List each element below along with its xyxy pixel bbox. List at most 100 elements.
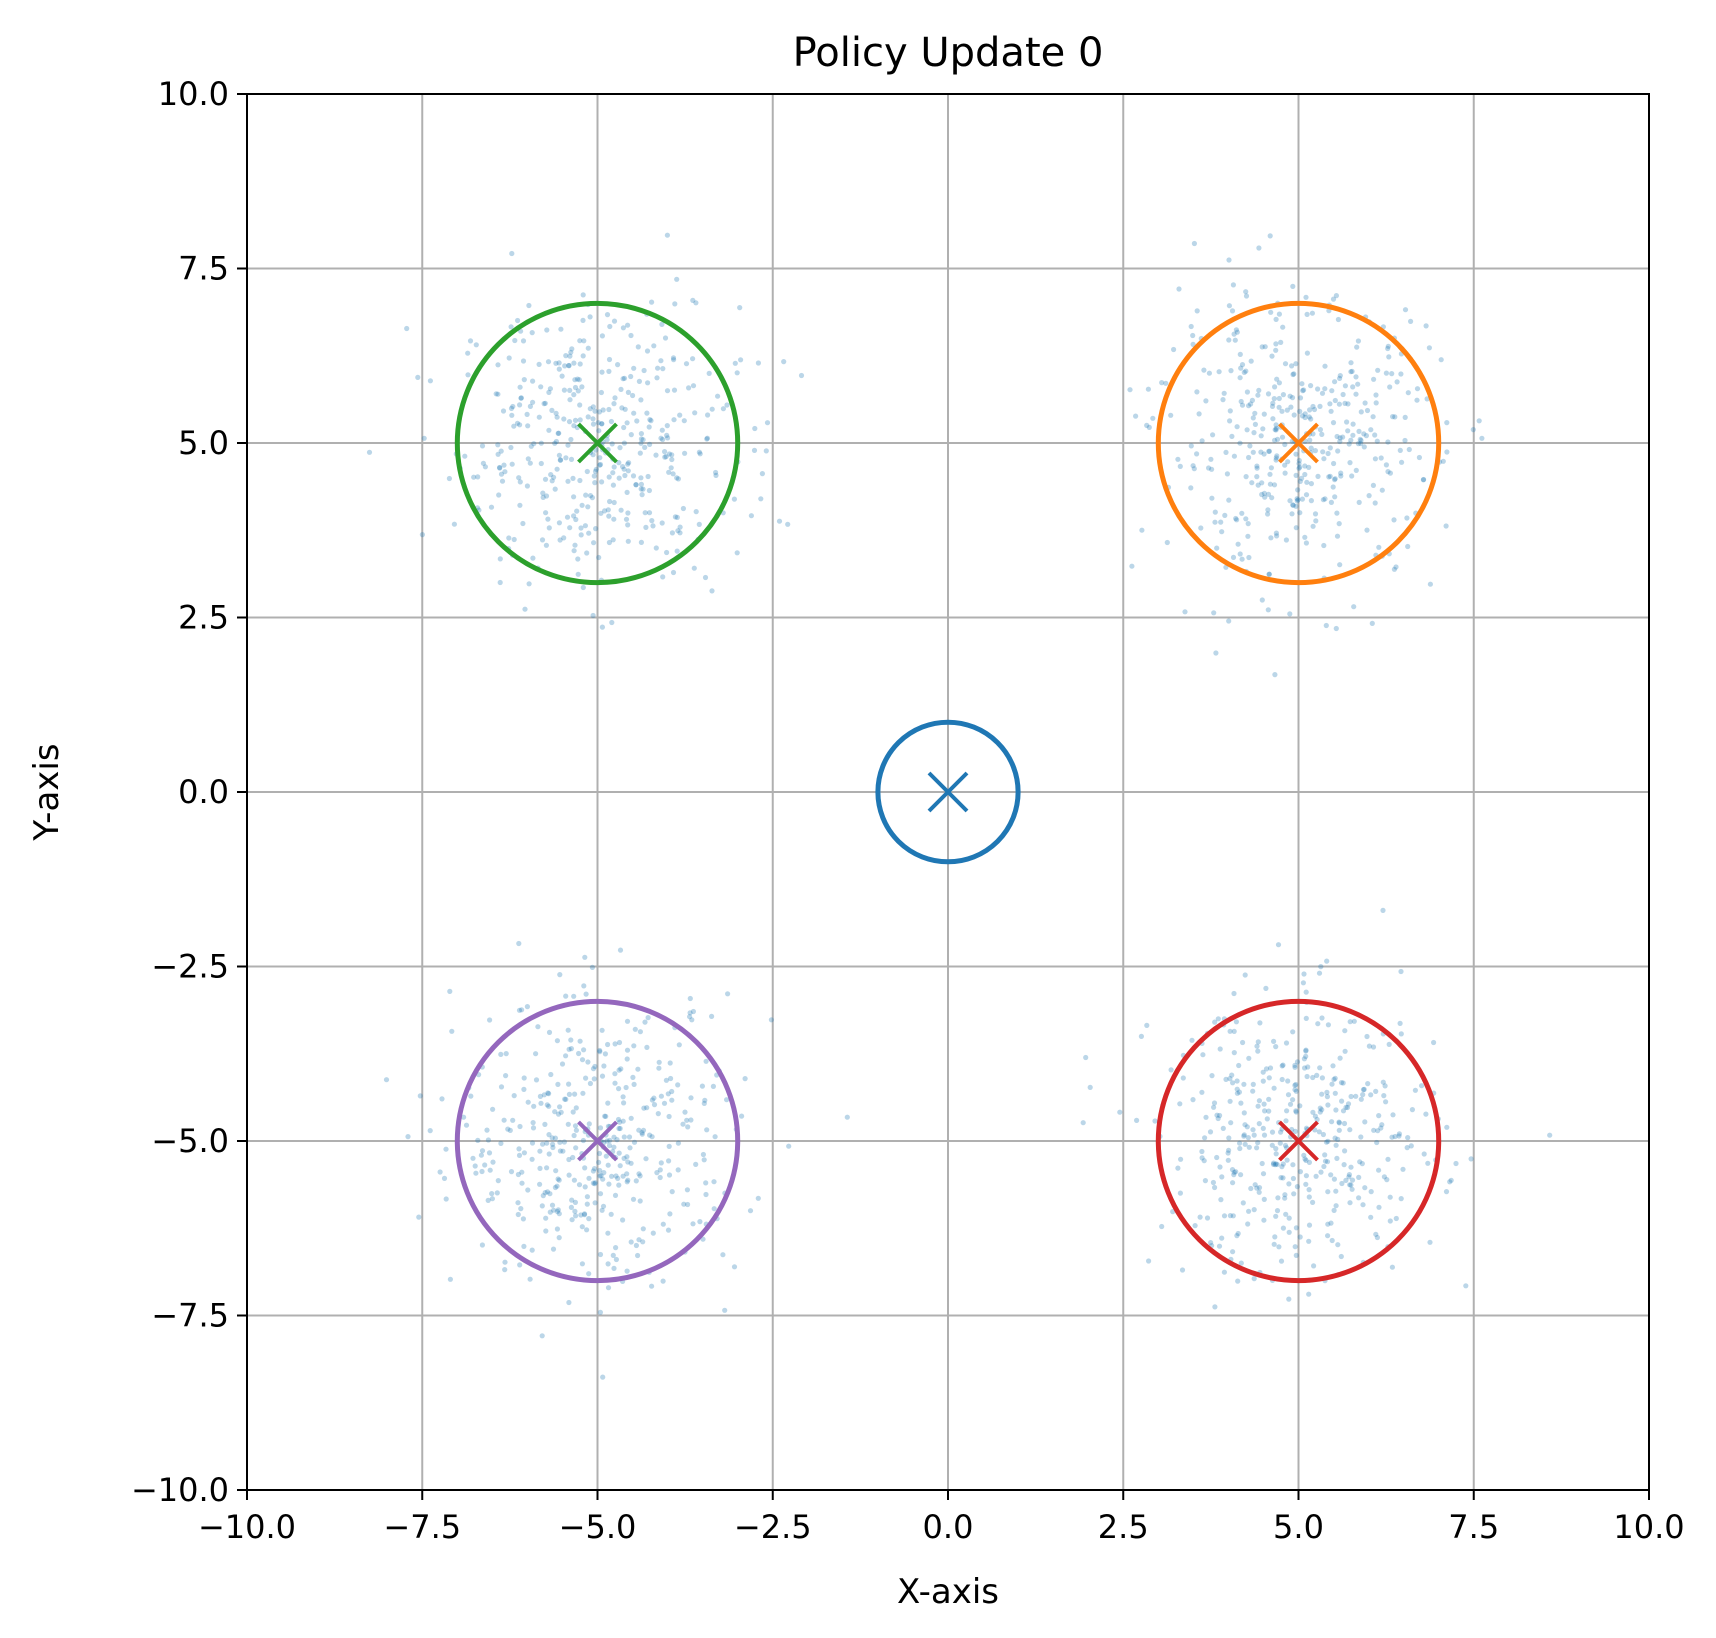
sample-point <box>515 317 521 324</box>
sample-point <box>1331 460 1337 467</box>
sample-point <box>611 499 617 506</box>
sample-point <box>1295 497 1301 503</box>
sample-point <box>1342 1048 1348 1054</box>
sample-point <box>1398 371 1404 377</box>
sample-point <box>613 1245 619 1251</box>
sample-point <box>1392 414 1398 420</box>
sample-point <box>511 1093 517 1099</box>
sample-point <box>628 332 634 339</box>
sample-point <box>1342 383 1348 389</box>
sample-point <box>649 518 655 524</box>
sample-point <box>640 1226 646 1232</box>
sample-point <box>1237 551 1243 557</box>
sample-point <box>1266 571 1272 577</box>
sample-point <box>1235 1278 1241 1284</box>
sample-point <box>512 337 518 344</box>
sample-point <box>715 393 721 399</box>
sample-point <box>1405 543 1411 550</box>
sample-point <box>1361 1086 1367 1092</box>
sample-point <box>607 323 613 330</box>
sample-point <box>509 250 515 257</box>
sample-point <box>1328 1220 1334 1226</box>
sample-point <box>1252 410 1258 416</box>
sample-point <box>521 1243 527 1249</box>
sample-point <box>1355 338 1361 344</box>
sample-point <box>648 418 654 424</box>
sample-point <box>1188 443 1194 449</box>
sample-point <box>570 1109 576 1115</box>
sample-point <box>1414 386 1421 392</box>
sample-point <box>1242 1141 1248 1147</box>
sample-point <box>488 504 495 510</box>
sample-point <box>547 386 554 392</box>
sample-point <box>651 1095 657 1101</box>
sample-point <box>1254 463 1260 469</box>
sample-point <box>637 1198 643 1204</box>
sample-point <box>1313 1173 1319 1179</box>
sample-point <box>526 302 532 309</box>
sample-point <box>1175 456 1181 462</box>
sample-point <box>553 360 559 366</box>
sample-point <box>1233 327 1239 333</box>
sample-point <box>690 1008 697 1015</box>
sample-point <box>1219 1235 1225 1241</box>
sample-point <box>1360 1202 1366 1208</box>
sample-point <box>1324 958 1330 964</box>
sample-point <box>576 1182 583 1188</box>
sample-point <box>1226 1135 1232 1141</box>
sample-point <box>519 1180 525 1186</box>
sample-point <box>566 1172 572 1178</box>
x-tick-label-4: 0.0 <box>923 1508 974 1546</box>
sample-point <box>656 1065 662 1071</box>
sample-point <box>1304 1073 1310 1080</box>
sample-point <box>638 397 644 403</box>
sample-point <box>604 437 610 443</box>
sample-point <box>1274 1208 1281 1214</box>
sample-point <box>1273 1151 1279 1157</box>
sample-point <box>764 420 771 426</box>
sample-point <box>625 322 631 328</box>
sample-point <box>1373 1088 1379 1094</box>
sample-point <box>1250 449 1256 455</box>
sample-point <box>544 1102 550 1108</box>
sample-point <box>554 466 560 472</box>
sample-point <box>439 1096 445 1102</box>
sample-point <box>547 1209 553 1215</box>
sample-point <box>684 1187 691 1193</box>
sample-point <box>1443 1189 1450 1195</box>
sample-point <box>1209 466 1215 472</box>
sample-point <box>584 468 590 475</box>
sample-point <box>654 375 660 381</box>
sample-point <box>1351 604 1357 610</box>
sample-point <box>1333 1203 1339 1209</box>
sample-point <box>1301 1152 1307 1158</box>
sample-point <box>1276 395 1282 402</box>
sample-point <box>1291 412 1297 418</box>
sample-point <box>1318 964 1324 970</box>
sample-point <box>447 1276 453 1282</box>
sample-point <box>1168 1067 1174 1073</box>
axis-ticks: −10.0 −7.5 −5.0 −2.5 0.0 2.5 5.0 7.5 10.0−10.0−7… <box>131 75 1685 1546</box>
sample-point <box>471 474 477 480</box>
sample-point <box>1385 439 1391 445</box>
sample-point <box>1211 610 1217 616</box>
sample-point <box>722 1307 728 1313</box>
sample-point <box>404 325 410 332</box>
sample-point <box>666 469 672 475</box>
sample-point <box>616 1182 622 1188</box>
sample-point <box>502 469 508 475</box>
sample-point <box>1209 495 1215 501</box>
sample-point <box>1322 363 1328 369</box>
sample-point <box>533 1077 540 1083</box>
sample-point <box>1315 473 1321 479</box>
sample-point <box>485 1197 491 1203</box>
sample-point <box>664 423 670 429</box>
sample-point <box>572 417 579 423</box>
sample-point <box>1291 1191 1297 1197</box>
sample-point <box>598 1173 604 1179</box>
sample-point <box>644 410 650 416</box>
sample-point <box>539 1203 545 1209</box>
sample-point <box>1339 1180 1345 1187</box>
sample-point <box>657 1174 663 1181</box>
sample-point <box>576 1050 582 1057</box>
